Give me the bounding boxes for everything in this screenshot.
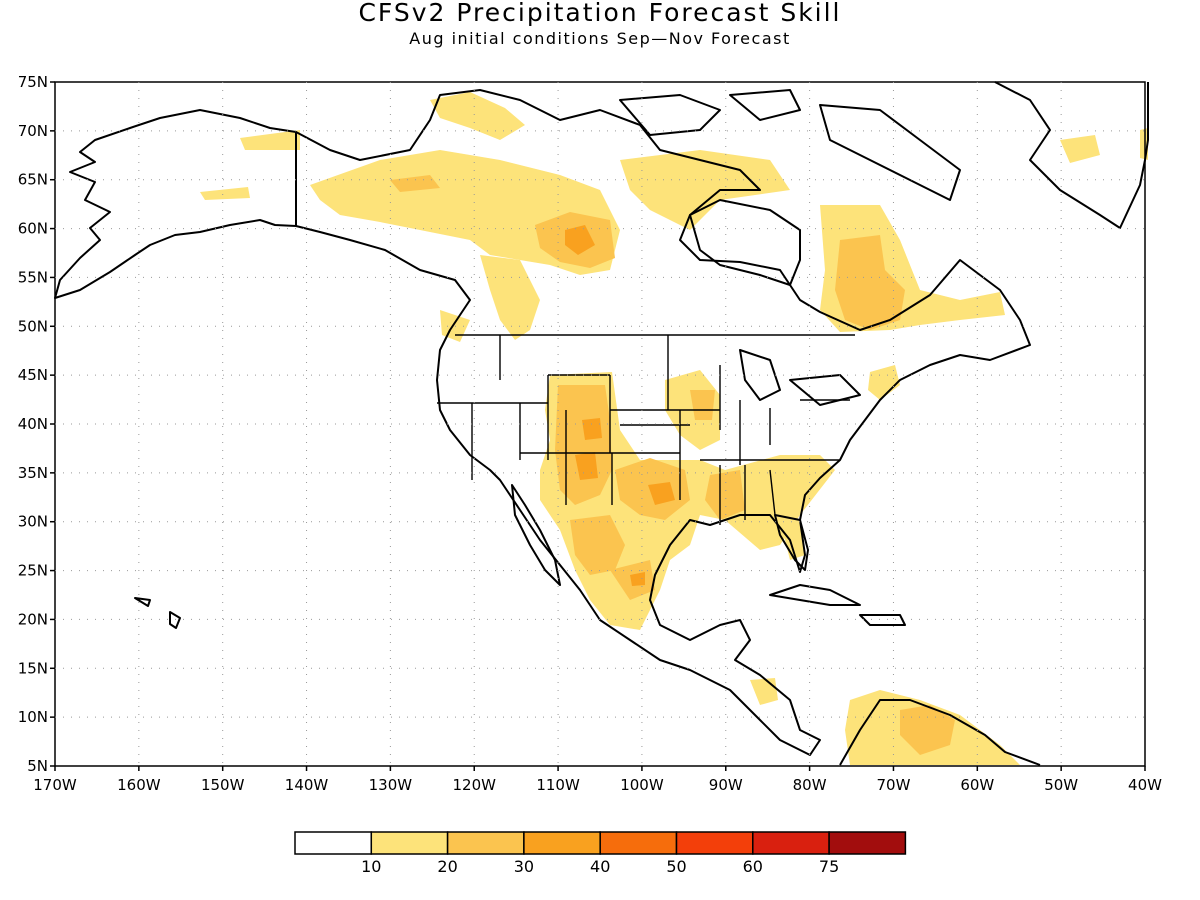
- coastlines: [54, 81, 1149, 766]
- longitude-labels: 170W 160W 150W 140W 130W 120W 110W 100W 90W 80W 70…: [33, 776, 1162, 794]
- colorbar-swatch: [599, 831, 678, 855]
- lon-tick-label: 130W: [369, 776, 413, 794]
- lat-tick-label: 75N: [18, 73, 48, 91]
- lon-tick-label: 160W: [117, 776, 161, 794]
- lon-tick-label: 80W: [793, 776, 827, 794]
- lat-tick-label: 70N: [18, 122, 48, 140]
- lon-tick-label: 110W: [536, 776, 580, 794]
- lon-tick-label: 140W: [285, 776, 329, 794]
- lon-tick-label: 150W: [201, 776, 245, 794]
- colorbar: [294, 831, 907, 855]
- map-title: CFSv2 Precipitation Forecast Skill: [358, 0, 842, 27]
- colorbar-labels: 10 20 30 40 50 60 75: [361, 857, 839, 876]
- latitude-labels: 5N 10N 15N 20N 25N 30N 35N 40N 45N 50N 55N 60N 65N 70…: [18, 73, 48, 775]
- lat-tick-label: 10N: [18, 708, 48, 726]
- lat-tick-label: 40N: [18, 415, 48, 433]
- colorbar-swatch: [294, 831, 373, 855]
- lat-tick-label: 25N: [18, 562, 48, 580]
- colorbar-swatch: [370, 831, 449, 855]
- lon-tick-label: 100W: [620, 776, 664, 794]
- colorbar-label: 50: [666, 857, 686, 876]
- lon-tick-label: 90W: [709, 776, 743, 794]
- colorbar-label: 10: [361, 857, 381, 876]
- colorbar-label: 60: [743, 857, 763, 876]
- lon-tick-label: 170W: [33, 776, 77, 794]
- colorbar-swatch: [523, 831, 601, 855]
- map-subtitle: Aug initial conditions Sep—Nov Forecast: [409, 29, 791, 48]
- colorbar-label: 20: [437, 857, 457, 876]
- colorbar-swatch: [828, 831, 907, 855]
- state-borders: [437, 334, 855, 525]
- lat-tick-label: 15N: [18, 659, 48, 677]
- lat-tick-label: 55N: [18, 268, 48, 286]
- lon-tick-label: 120W: [452, 776, 496, 794]
- lat-tick-label: 20N: [18, 610, 48, 628]
- lon-tick-label: 60W: [960, 776, 994, 794]
- graticule: [50, 81, 1146, 771]
- lon-tick-label: 40W: [1128, 776, 1162, 794]
- lat-tick-label: 30N: [18, 513, 48, 531]
- lat-tick-label: 60N: [18, 220, 48, 238]
- lon-tick-label: 50W: [1044, 776, 1078, 794]
- colorbar-label: 30: [514, 857, 534, 876]
- colorbar-label: 40: [590, 857, 610, 876]
- colorbar-label: 75: [819, 857, 839, 876]
- lat-tick-label: 5N: [27, 757, 48, 775]
- lon-tick-label: 70W: [877, 776, 911, 794]
- lat-tick-label: 45N: [18, 366, 48, 384]
- colorbar-swatch: [446, 831, 525, 855]
- lat-tick-label: 35N: [18, 464, 48, 482]
- lat-tick-label: 50N: [18, 317, 48, 335]
- colorbar-swatch: [752, 831, 830, 855]
- lat-tick-label: 65N: [18, 171, 48, 189]
- colorbar-swatch: [675, 831, 754, 855]
